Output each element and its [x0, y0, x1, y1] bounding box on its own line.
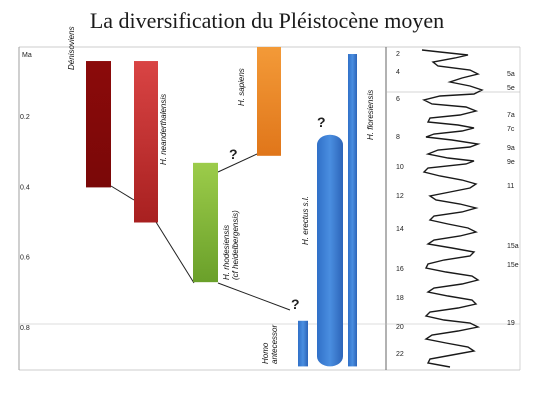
isotope-stage-label: 9e [507, 159, 515, 166]
label-sapiens: H. sapiens [237, 68, 246, 106]
question-mark-sapiens: ? [229, 146, 238, 162]
page-title: La diversification du Pléistocène moyen [89, 8, 445, 33]
bar-sapiens [257, 47, 281, 156]
label-floresiensis: H. floresiensis [366, 90, 375, 140]
isotope-stage-label: 14 [396, 226, 404, 233]
isotope-stage-label: 8 [396, 134, 400, 141]
isotope-stage-label: 7a [507, 112, 515, 119]
axis-unit-label: Ma [22, 52, 32, 59]
bar-floresiensis [348, 54, 357, 367]
label-rhodesiensis: H. rhodesiensis [222, 225, 231, 280]
bar-erectus [317, 134, 343, 367]
isotope-stage-label: 10 [396, 164, 404, 171]
bar-rhodesiensis [193, 162, 218, 283]
axis-tick-label: 0.4 [20, 184, 30, 191]
axis-tick-label: 0.6 [20, 255, 30, 262]
isotope-stage-label: 19 [507, 320, 515, 327]
axis-tick-label: 0.8 [20, 325, 30, 332]
question-mark-antecessor: ? [291, 296, 300, 312]
isotope-stage-label: 5e [507, 85, 515, 92]
isotope-stage-label: 9a [507, 145, 515, 152]
label-antecessor: Homo [261, 342, 270, 364]
bar-neanderthalensis [134, 61, 158, 223]
axis-tick-label: 0.2 [20, 114, 30, 121]
label-neanderthalensis: H. neanderthalensis [159, 94, 168, 165]
isotope-stage-label: 2 [396, 51, 400, 58]
label-erectus: H. erectus s.l. [301, 196, 310, 245]
label-antecessor-secondary: antecessor [270, 325, 279, 364]
isotope-stage-label: 4 [396, 69, 400, 76]
isotope-stage-label: 12 [396, 193, 404, 200]
label-denisoviens: Dénisoviens [67, 26, 76, 70]
isotope-stage-label: 7c [507, 126, 515, 133]
bar-denisoviens [86, 61, 111, 188]
isotope-stage-label: 16 [396, 266, 404, 273]
isotope-stage-label: 6 [396, 96, 400, 103]
bar-antecessor [298, 320, 308, 367]
isotope-stage-label: 15e [507, 262, 519, 269]
isotope-stage-label: 11 [507, 183, 514, 190]
isotope-stage-label: 15a [507, 243, 519, 250]
isotope-stage-label: 18 [396, 295, 404, 302]
isotope-curve [421, 49, 484, 368]
isotope-stage-label: 22 [396, 351, 404, 358]
isotope-stage-label: 20 [396, 324, 404, 331]
question-mark-erectus: ? [317, 114, 326, 130]
isotope-stage-label: 5a [507, 71, 515, 78]
label-rhodesiensis-secondary: (cf heidelbergensis) [231, 210, 240, 280]
